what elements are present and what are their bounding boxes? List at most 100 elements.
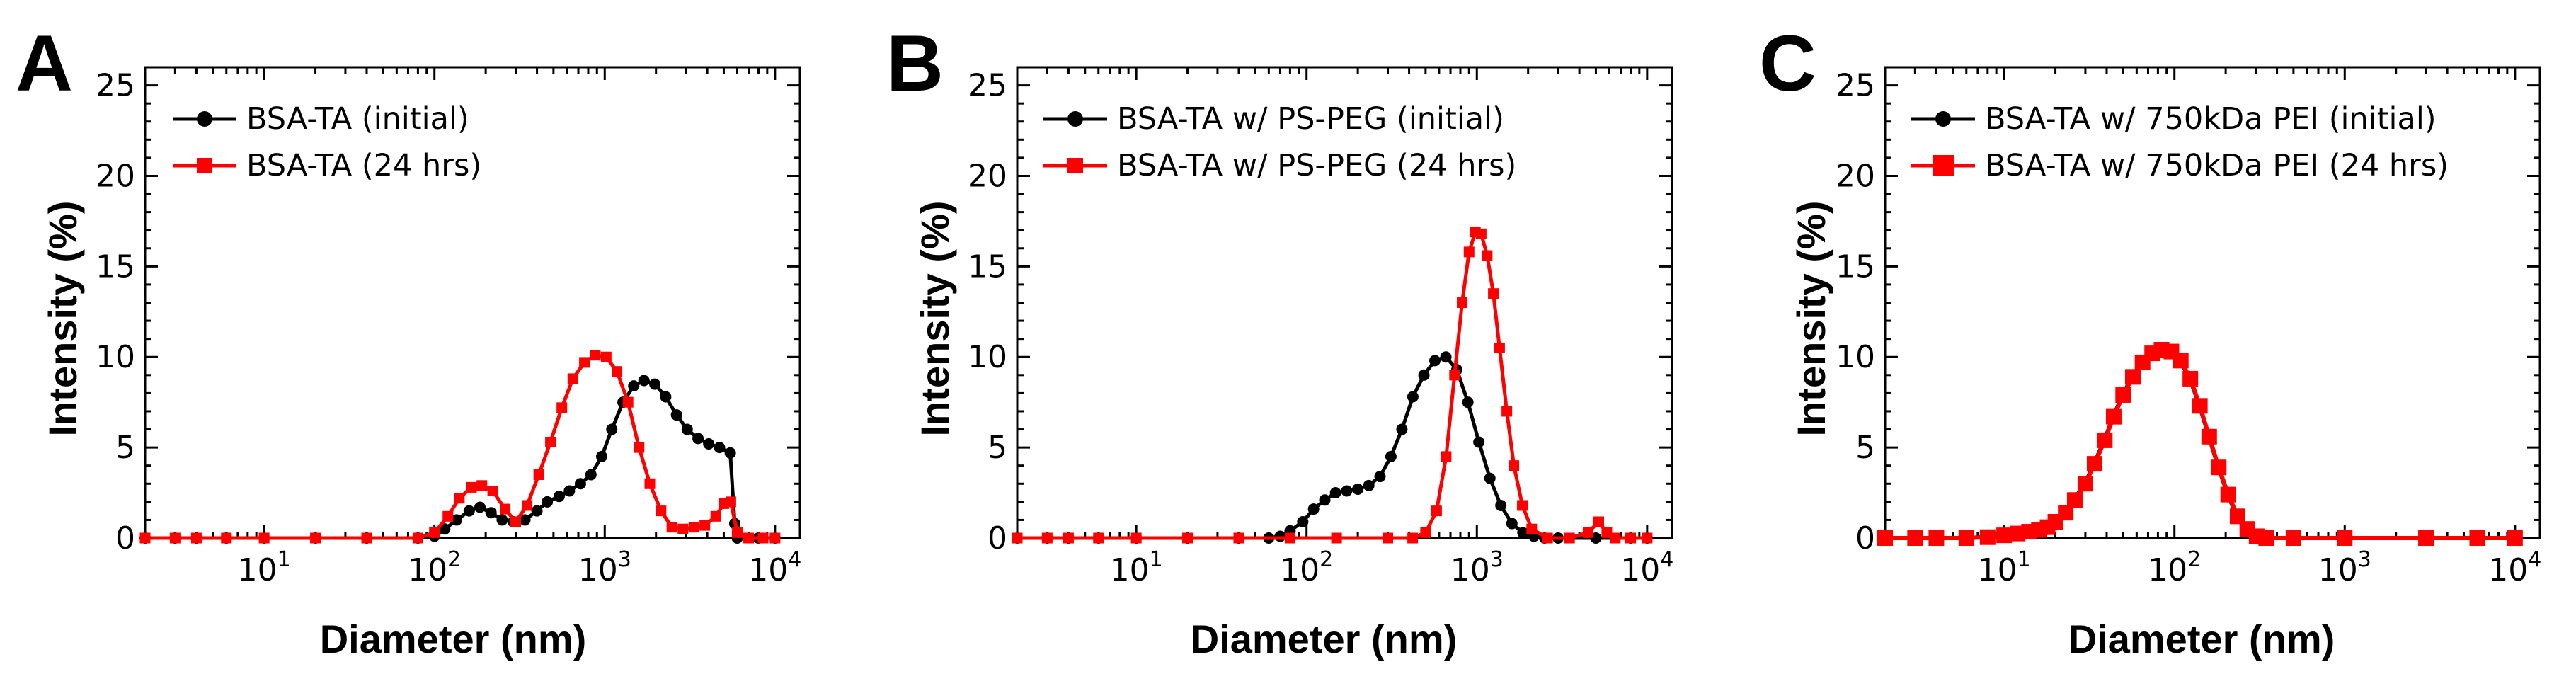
data-point xyxy=(463,505,475,517)
data-point xyxy=(1130,532,1142,544)
data-point xyxy=(485,507,497,519)
data-point xyxy=(1431,505,1442,517)
data-point xyxy=(533,469,544,480)
legend-marker-24hrs xyxy=(1933,155,1954,176)
data-point xyxy=(519,514,531,526)
data-point xyxy=(1182,532,1193,544)
data-point xyxy=(1093,532,1104,544)
legend: BSA-TA w/ 750kDa PEI (initial) BSA-TA w/… xyxy=(1911,101,2449,183)
data-point xyxy=(590,350,601,361)
data-point xyxy=(221,532,232,544)
y-tick-label: 25 xyxy=(96,68,135,104)
data-point xyxy=(1462,396,1474,408)
data-point xyxy=(1457,297,1468,308)
x-tick-label: 103 xyxy=(1450,547,1504,588)
plot-frame xyxy=(144,66,801,539)
data-point xyxy=(1352,483,1364,495)
legend-label-initial: BSA-TA w/ 750kDa PEI (initial) xyxy=(1985,101,2437,137)
data-point xyxy=(510,516,521,527)
data-point xyxy=(2258,530,2274,546)
y-tick-label: 25 xyxy=(1836,68,1875,104)
data-point xyxy=(1012,532,1023,544)
x-tick-label: 101 xyxy=(1110,547,1163,588)
data-point xyxy=(169,532,181,544)
data-point xyxy=(710,510,721,522)
x-tick-label: 101 xyxy=(1978,547,2031,588)
data-point xyxy=(2285,530,2301,546)
data-point xyxy=(2469,530,2485,546)
legend: BSA-TA w/ PS-PEG (initial) BSA-TA w/ PS-… xyxy=(1043,101,1516,183)
y-tick-label: 10 xyxy=(968,339,1007,375)
plot-area: 0 5 10 15 20 25 101 102 103 104 xyxy=(96,66,801,588)
data-point xyxy=(1374,471,1386,483)
x-tick-label: 104 xyxy=(2488,547,2541,588)
data-point xyxy=(1407,391,1419,403)
y-tick-label: 0 xyxy=(988,520,1007,556)
data-point xyxy=(2211,459,2227,476)
data-point xyxy=(1484,472,1496,484)
data-point xyxy=(731,527,743,538)
panel-b: B Intensity (%) Diameter (nm) 0 5 10 15 20 25… xyxy=(886,19,1673,661)
data-point xyxy=(1284,532,1295,544)
data-point xyxy=(1418,369,1430,381)
data-point xyxy=(2229,508,2245,525)
data-point xyxy=(563,485,576,497)
data-point xyxy=(681,423,693,435)
y-tick-label: 10 xyxy=(1836,339,1875,375)
data-point xyxy=(656,505,667,517)
y-tick-label: 20 xyxy=(968,158,1007,194)
panel-label: A xyxy=(16,19,73,108)
data-point xyxy=(628,380,640,392)
data-point xyxy=(692,433,704,445)
data-point xyxy=(567,373,578,384)
data-point xyxy=(649,378,661,390)
data-point xyxy=(1625,532,1637,544)
data-point xyxy=(466,481,477,493)
data-point xyxy=(1482,250,1493,261)
data-point xyxy=(2066,492,2083,508)
legend-marker-24hrs xyxy=(197,158,212,173)
data-point xyxy=(1928,530,1945,546)
data-point xyxy=(1385,450,1397,462)
data-point xyxy=(1440,351,1452,363)
data-point xyxy=(725,496,736,508)
x-tick-label: 102 xyxy=(408,547,461,588)
data-point xyxy=(476,480,488,491)
data-point xyxy=(660,391,672,403)
data-point xyxy=(606,423,618,435)
y-tick-label: 5 xyxy=(988,430,1007,466)
data-point xyxy=(1494,342,1505,353)
data-point xyxy=(474,501,486,513)
data-point xyxy=(1501,406,1513,417)
data-point xyxy=(451,514,463,526)
data-point xyxy=(1041,532,1053,544)
data-point xyxy=(1382,532,1393,544)
data-point xyxy=(644,478,656,489)
y-tick-label: 20 xyxy=(96,158,135,194)
y-axis-label: Intensity (%) xyxy=(1789,201,1833,437)
data-point xyxy=(699,520,711,531)
legend-label-24hrs: BSA-TA w/ 750kDa PEI (24 hrs) xyxy=(1985,148,2449,183)
data-point xyxy=(1396,423,1408,435)
legend-label-initial: BSA-TA (initial) xyxy=(246,101,469,137)
data-point xyxy=(1979,529,1996,545)
data-point xyxy=(1601,527,1613,538)
y-tick-label: 25 xyxy=(968,68,1007,104)
data-point xyxy=(1506,518,1518,530)
data-point xyxy=(2115,387,2131,403)
data-point xyxy=(1274,530,1286,542)
y-axis-label: Intensity (%) xyxy=(912,201,957,437)
data-point xyxy=(1319,494,1331,506)
data-point xyxy=(666,522,677,533)
data-point xyxy=(1307,503,1320,515)
data-point xyxy=(442,510,454,522)
x-tick-label: 104 xyxy=(748,547,801,588)
data-point xyxy=(190,532,202,544)
data-point xyxy=(2507,530,2523,546)
data-point xyxy=(585,469,597,481)
data-point xyxy=(1441,451,1452,462)
x-axis-label: Diameter (nm) xyxy=(320,617,587,661)
data-point xyxy=(757,532,769,544)
panel-label: B xyxy=(886,19,944,108)
data-point xyxy=(2173,353,2189,369)
